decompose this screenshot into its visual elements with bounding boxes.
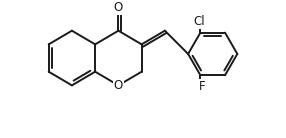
Text: O: O: [114, 1, 123, 14]
Text: Cl: Cl: [193, 15, 205, 28]
Text: O: O: [114, 79, 123, 92]
Text: F: F: [198, 80, 205, 93]
